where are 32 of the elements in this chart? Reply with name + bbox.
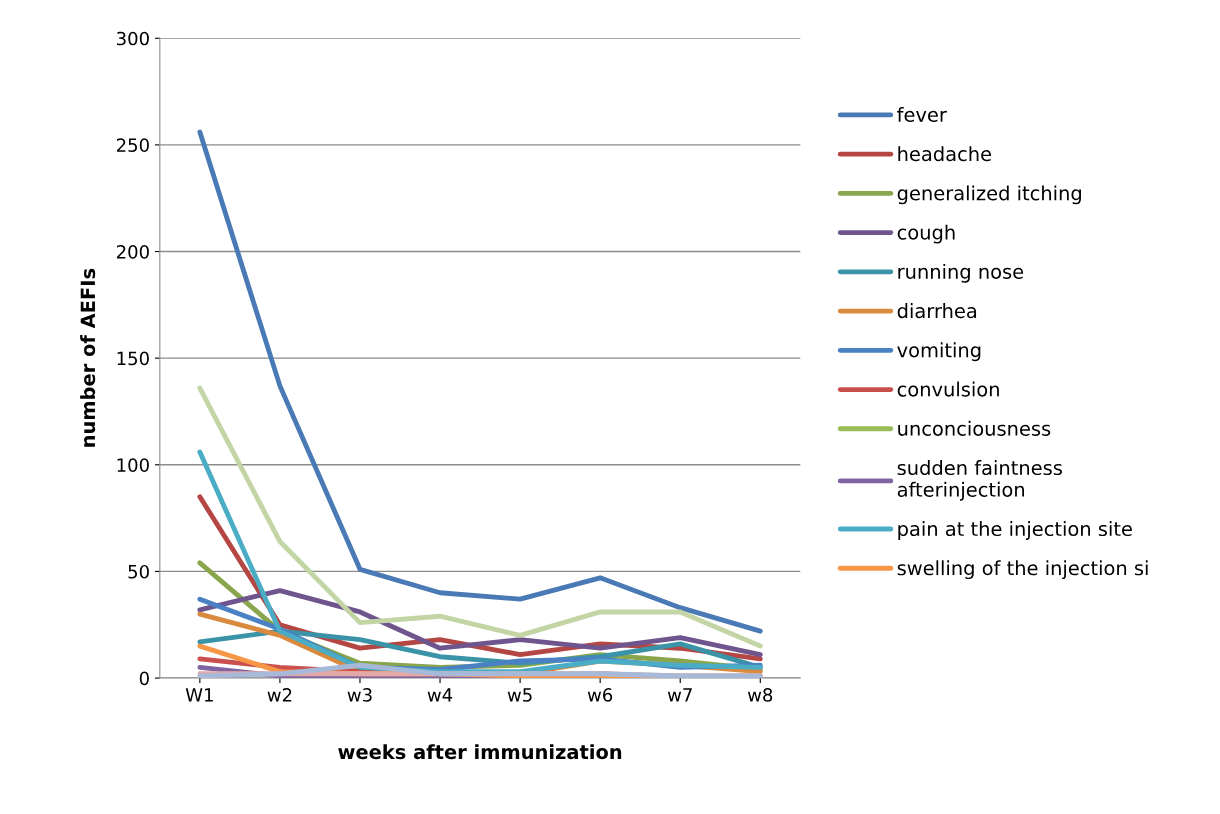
x-tick-label: W1 <box>185 688 213 702</box>
x-tick-label: w5 <box>507 688 532 702</box>
line-series <box>197 588 763 658</box>
legend-label: sudden faintness afterinjection <box>897 460 1062 501</box>
legend-label: swelling of the injection si <box>897 560 1148 580</box>
y-tick-label: 250 <box>116 138 149 153</box>
x-tick-label: w2 <box>267 688 292 702</box>
y-axis-title: number of AEFIs <box>80 268 96 447</box>
x-tick-label: w8 <box>747 688 773 702</box>
legend-label: convulsion <box>897 381 999 397</box>
y-tick-label: 200 <box>116 244 149 259</box>
legend-label: pain at the injection site <box>898 521 1132 540</box>
x-tick-label: w7 <box>667 688 692 702</box>
x-tick-label: w3 <box>347 688 372 702</box>
legend-label: fever <box>897 106 947 122</box>
line-series <box>197 385 763 649</box>
y-tick-label: 0 <box>139 671 149 686</box>
line-series <box>197 129 763 634</box>
x-tick-label: w4 <box>427 688 453 702</box>
y-tick-label: 300 <box>117 31 149 46</box>
legend-label: generalized itching <box>897 185 1081 205</box>
legend-label: unconciousness <box>898 420 1051 436</box>
legend-label: diarrhea <box>897 303 977 319</box>
x-tick-label: w6 <box>587 688 613 702</box>
legend-label: running nose <box>898 263 1024 283</box>
y-tick-label: 100 <box>117 458 149 472</box>
legend-label: headache <box>898 146 992 162</box>
y-tick-label: 150 <box>117 351 149 366</box>
y-tick-label: 50 <box>128 564 149 579</box>
x-axis-title: weeks after immunization <box>338 744 622 760</box>
legend-label: cough <box>897 224 955 244</box>
legend-label: vomiting <box>897 342 981 362</box>
